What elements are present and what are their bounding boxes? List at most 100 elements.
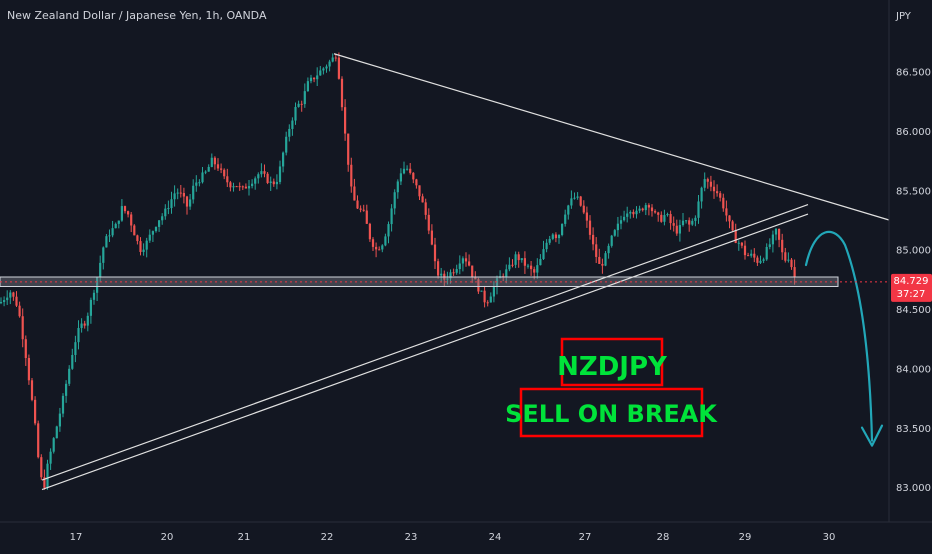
candle-body <box>495 278 499 288</box>
candle-body <box>350 164 353 187</box>
candle-body <box>657 212 660 215</box>
candle-body <box>96 277 99 293</box>
candle-body <box>80 323 83 328</box>
candle-body <box>130 214 133 226</box>
candle-body <box>210 157 213 167</box>
candle-body <box>650 207 654 212</box>
ascending-channel-upper-line[interactable] <box>41 203 809 481</box>
y-tick-label: 84.000 <box>896 364 931 375</box>
candle-body <box>598 256 601 264</box>
candle-body <box>235 186 238 188</box>
candle-body <box>787 259 790 261</box>
candle-body <box>691 220 694 225</box>
x-tick-label: 17 <box>70 532 83 543</box>
candle-body <box>669 214 672 224</box>
candle-body <box>77 327 80 343</box>
candle-body <box>610 235 613 246</box>
candle-body <box>446 278 449 280</box>
candle-body <box>613 230 616 236</box>
candle-body <box>703 179 706 188</box>
x-tick-label: 29 <box>739 532 752 543</box>
candle-body <box>223 169 226 177</box>
x-tick-label: 28 <box>657 532 670 543</box>
candle-body <box>12 292 15 297</box>
candle-body <box>390 208 393 225</box>
x-tick-label: 20 <box>161 532 174 543</box>
candle-body <box>530 265 533 270</box>
currency-label: JPY <box>895 11 912 22</box>
candle-body <box>43 477 46 488</box>
pair-callout[interactable]: NZDJPY <box>557 337 668 387</box>
candle-body <box>229 182 232 188</box>
candle-body <box>213 157 216 165</box>
candle-body <box>173 193 176 200</box>
candle-body <box>198 182 201 184</box>
candle-body <box>189 199 192 207</box>
signal-callout[interactable]: SELL ON BREAK <box>505 387 718 438</box>
candle-body <box>226 176 229 183</box>
candle-body <box>781 239 784 253</box>
y-tick-label: 86.500 <box>896 68 931 79</box>
x-axis[interactable]: 17 20 21 22 23 24 27 28 29 30 <box>70 532 836 543</box>
support-zone[interactable] <box>0 276 839 287</box>
candle-body <box>167 208 170 210</box>
candle-body <box>573 197 576 199</box>
candle-body <box>635 210 638 215</box>
y-tick-label: 83.000 <box>896 483 931 494</box>
descending-resistance-line[interactable] <box>333 53 890 221</box>
candle-body <box>508 264 511 270</box>
candle-body <box>297 103 300 107</box>
candle-body <box>756 257 759 263</box>
candle-body <box>722 197 725 209</box>
candle-body <box>582 205 585 213</box>
candle-body <box>185 196 189 207</box>
candle-body <box>384 236 387 246</box>
candle-body <box>619 220 623 224</box>
candle-body <box>402 168 406 174</box>
candle-body <box>207 166 210 172</box>
candle-body <box>418 185 421 197</box>
candle-body <box>356 200 359 209</box>
candle-body <box>793 267 796 277</box>
candle-body <box>37 423 40 458</box>
candle-body <box>241 186 244 188</box>
candle-body <box>471 265 474 277</box>
projection-arrow[interactable] <box>804 230 874 442</box>
candle-body <box>313 77 316 80</box>
candle-body <box>303 91 306 105</box>
last-price-tag[interactable]: 84.729 37:27 <box>891 273 932 302</box>
candle-body <box>542 249 545 260</box>
ascending-channel-lower-line[interactable] <box>41 213 809 491</box>
candle-body <box>743 245 747 256</box>
candle-body <box>632 211 635 215</box>
y-tick-label: 86.000 <box>896 127 931 138</box>
candle-body <box>145 240 148 250</box>
candle-body <box>148 234 151 241</box>
candle-body <box>511 264 514 266</box>
candle-body <box>737 242 740 244</box>
candle-body <box>353 186 356 201</box>
candle-body <box>709 181 712 187</box>
candle-body <box>21 316 24 340</box>
candle-body <box>570 198 573 206</box>
candle-body <box>672 223 675 226</box>
candle-body <box>105 236 108 248</box>
candle-body <box>588 220 592 235</box>
pair-callout-box <box>560 337 664 387</box>
candle-body <box>771 234 774 245</box>
signal-callout-text: SELL ON BREAK <box>505 400 718 428</box>
candle-body <box>740 242 743 246</box>
candle-body <box>616 223 619 231</box>
y-axis[interactable]: 86.500 86.000 85.500 85.000 84.500 84.000 83.5… <box>896 68 931 495</box>
candle-body <box>309 77 313 82</box>
candle-body <box>89 299 92 316</box>
candle-body <box>238 186 241 188</box>
candle-body <box>681 220 685 226</box>
candle-body <box>734 230 737 243</box>
candle-body <box>604 253 607 266</box>
candle-body <box>30 380 34 400</box>
y-tick-label: 85.000 <box>896 246 931 257</box>
candle-body <box>654 211 657 213</box>
